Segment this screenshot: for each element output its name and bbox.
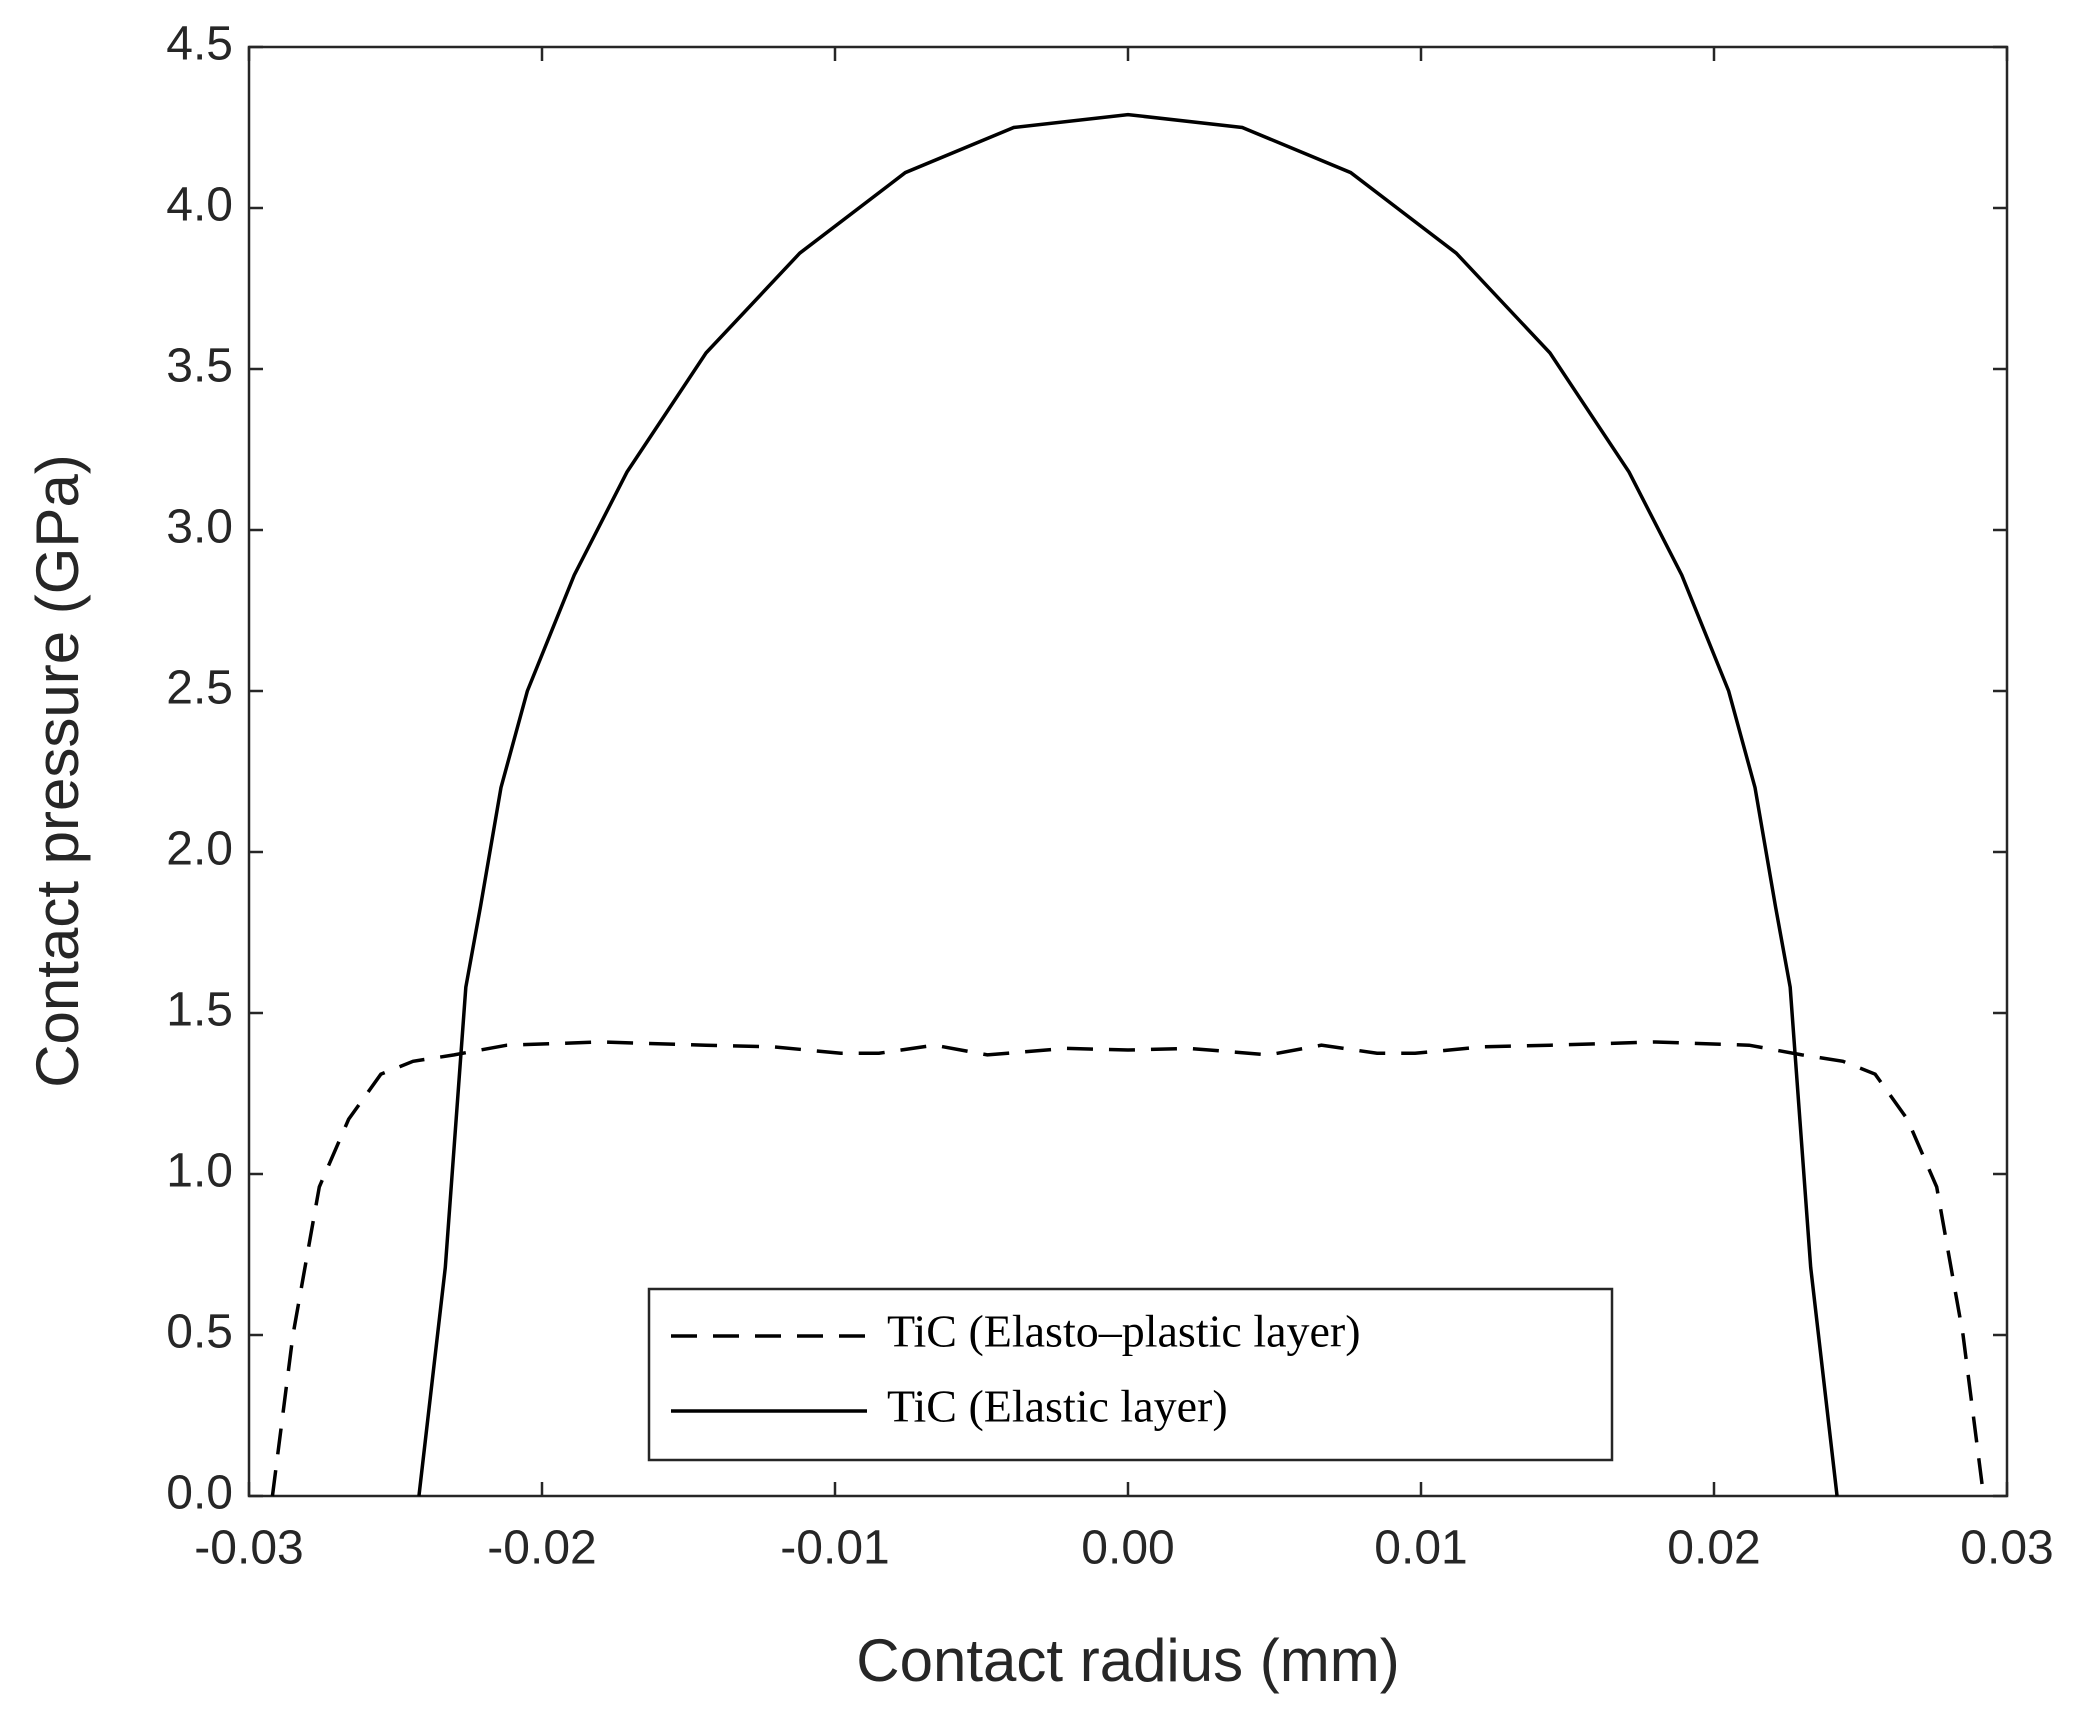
y-tick-label: 3.5 [166,340,233,393]
x-tick-label: 0.03 [1960,1522,2053,1575]
x-tick-label: 0.00 [1081,1522,1174,1575]
y-tick-label: 4.5 [166,18,233,71]
data-line [270,1040,1986,1497]
y-tick-label: 2.5 [166,662,233,715]
y-tick-label: 4.0 [166,179,233,232]
y-tick-label: 0.5 [166,1306,233,1359]
legend-label: TiC (Elasto–plastic layer) [887,1306,1361,1357]
y-tick-label: 1.0 [166,1145,233,1198]
plot-frame [247,45,2009,1498]
x-tick-label: -0.03 [194,1522,303,1575]
x-tick-label: -0.02 [487,1522,596,1575]
y-tick-label: 1.5 [166,984,233,1037]
y-tick-label: 0.0 [166,1467,233,1520]
legend-label: TiC (Elastic layer) [887,1381,1228,1432]
data-line [417,112,1839,1497]
y-tick-label: 3.0 [166,501,233,554]
y-tick-label: 2.0 [166,823,233,876]
x-tick-label: -0.01 [780,1522,889,1575]
x-axis-label: Contact radius (mm) [856,1627,1399,1694]
y-axis-label: Contact pressure (GPa) [24,454,91,1088]
legend-box [647,1287,1614,1462]
x-tick-label: 0.02 [1667,1522,1760,1575]
x-tick-label: 0.01 [1374,1522,1467,1575]
